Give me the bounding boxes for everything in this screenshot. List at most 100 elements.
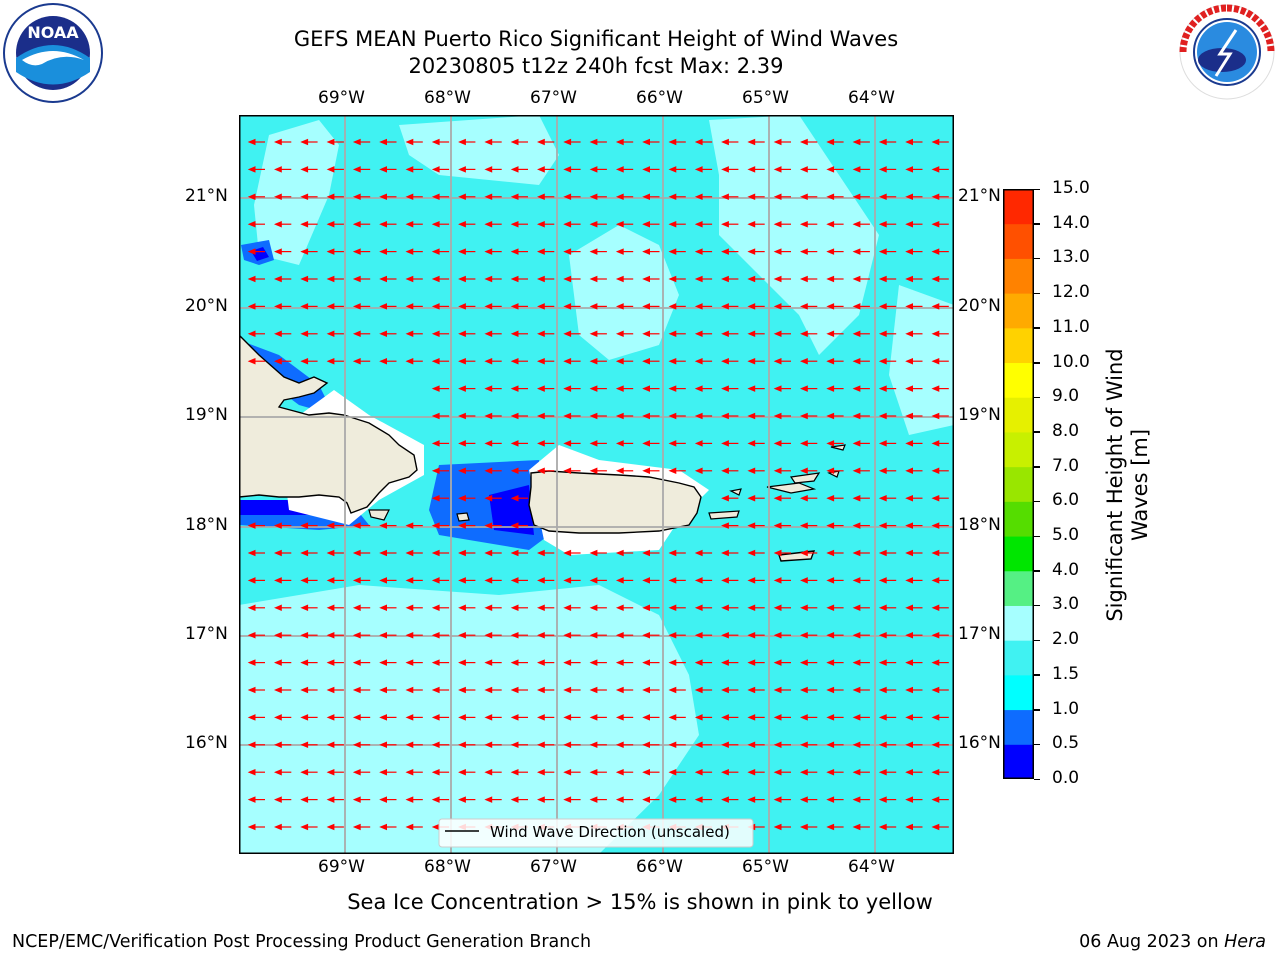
wind-wave-arrowhead <box>615 138 624 146</box>
wind-wave-arrowhead <box>563 577 572 584</box>
wind-wave-arrowhead <box>326 768 335 776</box>
wind-wave-arrowhead <box>405 768 414 776</box>
wind-wave-arrowhead <box>694 604 703 612</box>
wind-wave-arrowhead <box>615 275 624 283</box>
wind-wave-arrowhead <box>510 604 519 612</box>
wind-wave-arrowhead <box>537 741 545 749</box>
wind-wave-arrowhead <box>878 138 887 146</box>
wind-wave-arrowhead <box>458 686 466 694</box>
wind-wave-arrowhead <box>905 741 913 749</box>
wind-wave-arrowhead <box>668 631 677 639</box>
wind-wave-arrowhead <box>826 577 835 584</box>
wind-wave-arrowhead <box>721 659 729 666</box>
wind-wave-arrowhead <box>326 631 335 639</box>
wind-wave-arrowhead <box>484 686 493 694</box>
lat-tick-right: 20°N <box>958 296 1001 316</box>
wind-wave-arrowhead <box>721 631 729 639</box>
wind-wave-arrowhead <box>458 193 466 201</box>
wind-wave-arrowhead <box>800 522 808 529</box>
wind-wave-arrowhead <box>537 549 545 557</box>
wind-wave-arrowhead <box>537 412 545 420</box>
wind-wave-arrowhead <box>931 714 940 721</box>
wind-wave-arrowhead <box>431 686 440 694</box>
wind-wave-arrowhead <box>721 330 729 338</box>
colorbar <box>1003 189 1034 779</box>
wind-wave-arrowhead <box>484 768 493 776</box>
wind-wave-arrowhead <box>773 741 782 749</box>
wind-wave-arrowhead <box>747 303 756 310</box>
wind-wave-arrowhead <box>537 659 545 666</box>
wind-wave-arrowhead <box>379 549 387 557</box>
wind-wave-arrowhead <box>747 385 756 392</box>
wind-wave-arrowhead <box>800 248 808 255</box>
wind-wave-arrowhead <box>537 604 545 612</box>
wind-wave-arrowhead <box>721 714 729 721</box>
wind-wave-arrowhead <box>247 659 256 666</box>
wind-wave-arrowhead <box>852 686 861 694</box>
wind-wave-arrowhead <box>537 275 545 283</box>
wind-wave-arrowhead <box>326 714 335 721</box>
colorbar-tick-mark <box>1034 188 1040 190</box>
wind-wave-arrowhead <box>878 741 887 749</box>
wind-wave-arrowhead <box>800 549 808 557</box>
wind-wave-arrowhead <box>510 577 519 584</box>
wind-wave-arrowhead <box>484 467 493 475</box>
wind-wave-arrowhead <box>931 220 940 228</box>
wind-wave-arrowhead <box>431 522 440 529</box>
wind-wave-arrowhead <box>694 220 703 228</box>
wind-wave-arrowhead <box>274 166 282 173</box>
wind-wave-arrowhead <box>431 440 440 447</box>
wind-wave-arrowhead <box>800 768 808 776</box>
wind-wave-arrowhead <box>589 686 598 694</box>
wind-wave-arrowhead <box>352 275 361 283</box>
wind-wave-arrowhead <box>852 166 861 173</box>
chart-subtitle: 20230805 t12z 240h fcst Max: 2.39 <box>408 54 784 78</box>
map-panel: Wind Wave Direction (unscaled) <box>239 115 954 854</box>
wind-wave-arrowhead <box>274 686 282 694</box>
wind-wave-arrowhead <box>563 303 572 310</box>
wind-wave-arrowhead <box>326 659 335 666</box>
wind-wave-arrowhead <box>773 248 782 255</box>
wind-wave-arrowhead <box>326 522 335 529</box>
wind-wave-arrowhead <box>326 330 335 338</box>
wind-wave-arrowhead <box>300 604 309 612</box>
lon-tick-bottom: 65°W <box>742 857 789 877</box>
wind-wave-arrowhead <box>247 248 256 255</box>
wind-wave-arrowhead <box>510 248 519 255</box>
wind-wave-arrowhead <box>484 303 493 310</box>
wind-wave-arrowhead <box>484 440 493 447</box>
wind-wave-arrowhead <box>563 549 572 557</box>
wind-wave-arrowhead <box>300 330 309 338</box>
wind-wave-arrowhead <box>773 303 782 310</box>
wind-wave-arrowhead <box>721 741 729 749</box>
wind-wave-arrowhead <box>431 741 440 749</box>
wind-wave-arrowhead <box>484 138 493 146</box>
wind-wave-arrowhead <box>931 577 940 584</box>
wind-wave-arrowhead <box>721 220 729 228</box>
wind-wave-arrowhead <box>589 659 598 666</box>
national-weather-service-logo <box>1176 2 1278 102</box>
wind-wave-arrowhead <box>668 357 677 365</box>
wind-wave-arrowhead <box>589 248 598 255</box>
wind-wave-arrowhead <box>247 686 256 694</box>
wind-wave-arrowhead <box>300 686 309 694</box>
wind-wave-arrowhead <box>484 330 493 338</box>
chart-title: GEFS MEAN Puerto Rico Significant Height… <box>293 27 899 51</box>
wind-wave-arrowhead <box>615 412 624 420</box>
colorbar-segment <box>1003 640 1034 676</box>
wind-wave-arrowhead <box>642 193 650 201</box>
wind-wave-arrowhead <box>326 303 335 310</box>
colorbar-tick-mark <box>1034 709 1040 711</box>
wind-wave-arrowhead <box>642 440 650 447</box>
wind-wave-arrowhead <box>431 138 440 146</box>
wind-wave-arrowhead <box>826 741 835 749</box>
wind-wave-arrowhead <box>773 823 782 831</box>
wind-wave-arrowhead <box>694 714 703 721</box>
wind-wave-arrowhead <box>694 385 703 392</box>
wind-wave-arrowhead <box>615 303 624 310</box>
wind-wave-arrowhead <box>274 330 282 338</box>
wind-wave-arrowhead <box>931 303 940 310</box>
wind-wave-arrowhead <box>773 166 782 173</box>
wind-wave-arrowhead <box>484 577 493 584</box>
wind-wave-arrowhead <box>931 357 940 365</box>
